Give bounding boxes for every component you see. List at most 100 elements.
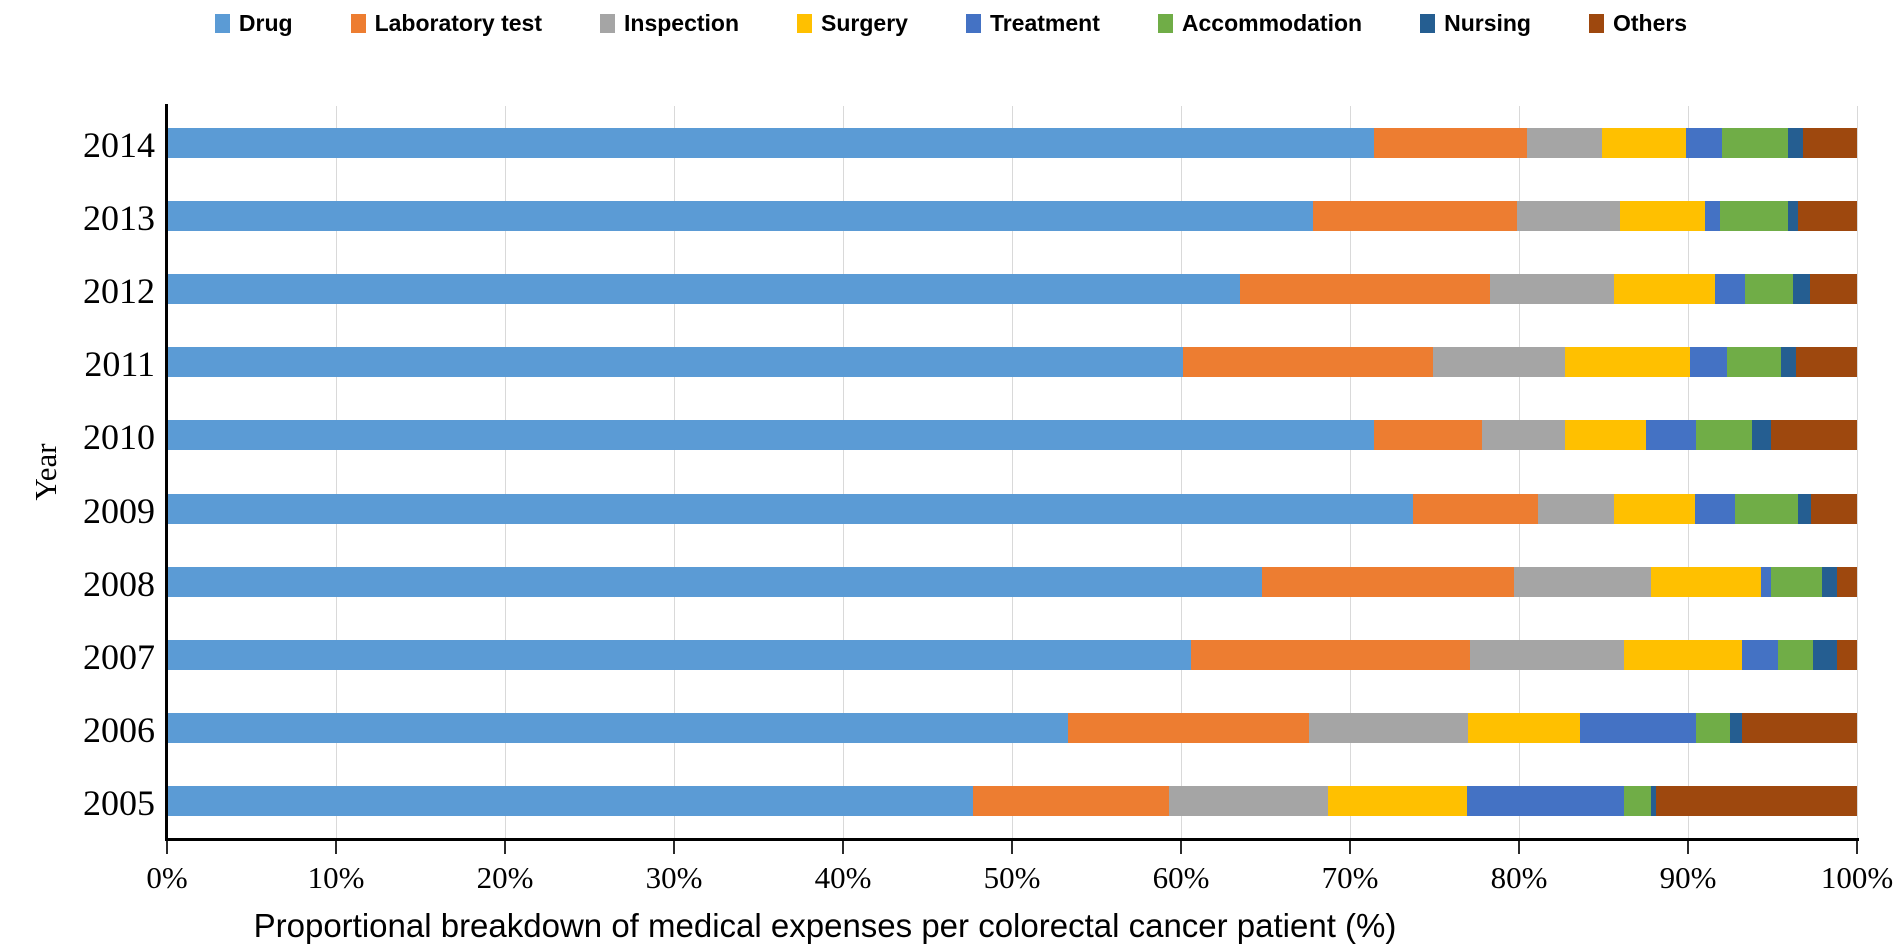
x-tick-mark [1856,841,1858,854]
bar-segment-inspection [1169,786,1328,816]
x-tick-mark [504,841,506,854]
bar-segment-laboratory-test [1191,640,1470,670]
legend-item-laboratory-test: Laboratory test [350,9,542,36]
bar-segment-laboratory-test [1240,274,1490,304]
bar-segment-drug [167,274,1240,304]
bar-row-2011 [167,347,1857,377]
legend-item-nursing: Nursing [1420,11,1531,35]
legend-swatch-icon [1157,13,1173,33]
legend-swatch-icon [965,13,981,33]
bar-segment-nursing [1788,201,1798,231]
bar-segment-nursing [1793,274,1810,304]
bar-segment-drug [167,640,1191,670]
x-tick-label: 90% [1659,860,1717,895]
bar-segment-laboratory-test [1068,713,1309,743]
legend-item-others: Others [1588,11,1687,35]
y-tick-label: 2012 [83,271,155,311]
bar-segment-others [1837,567,1857,597]
bar-row-2012 [167,274,1857,304]
x-tick-label: 100% [1820,860,1894,895]
bar-segment-treatment [1715,274,1745,304]
y-tick-label: 2009 [83,491,155,531]
x-tick-mark [673,841,675,854]
bar-segment-nursing [1788,128,1803,158]
bar-segment-inspection [1433,347,1565,377]
bar-segment-treatment [1705,201,1720,231]
bar-segment-others [1811,494,1857,524]
bar-segment-drug [167,420,1374,450]
x-tick-label: 60% [1152,860,1210,895]
bar-segment-accommodation [1771,567,1822,597]
bar-segment-nursing [1752,420,1771,450]
bar-segment-others [1803,128,1857,158]
x-axis-line [165,838,1859,841]
bar-segment-drug [167,494,1413,524]
legend-item-surgery: Surgery [797,9,908,36]
bar-segment-accommodation [1696,713,1730,743]
bar-row-2007 [167,640,1857,670]
gridline [505,106,506,838]
y-tick-label: 2014 [83,125,155,165]
bar-segment-surgery [1614,494,1695,524]
bar-segment-laboratory-test [1374,128,1527,158]
bar-segment-inspection [1490,274,1614,304]
bar-segment-nursing [1781,347,1796,377]
bar-segment-drug [167,128,1374,158]
bar-segment-nursing [1730,713,1742,743]
x-tick-mark [335,841,337,854]
y-tick-label: 2005 [83,783,155,823]
bar-segment-accommodation [1727,347,1781,377]
legend-label: Laboratory test [374,9,542,36]
legend-label: Treatment [989,9,1100,36]
bar-segment-nursing [1651,786,1656,816]
bar-segment-drug [167,786,973,816]
bar-segment-treatment [1467,786,1624,816]
legend-item-accommodation: Accommodation [1157,9,1363,36]
bar-segment-surgery [1565,420,1646,450]
legend-label: Inspection [624,9,740,36]
bar-segment-laboratory-test [1262,567,1514,597]
legend-item-inspection: Inspection [600,9,740,36]
bar-segment-laboratory-test [1313,201,1517,231]
bar-segment-nursing [1798,494,1811,524]
bar-segment-others [1656,786,1857,816]
legend-item-treatment: Treatment [965,9,1100,36]
bar-segment-treatment [1761,567,1771,597]
x-tick-mark [1180,841,1182,854]
bar-segment-nursing [1822,567,1837,597]
x-tick-label: 10% [307,860,365,895]
plot-area [167,106,1858,838]
bar-segment-treatment [1686,128,1722,158]
bar-segment-treatment [1690,347,1727,377]
legend-swatch-icon [600,13,615,33]
bar-segment-accommodation [1624,786,1651,816]
bar-segment-inspection [1470,640,1624,670]
bar-segment-laboratory-test [973,786,1169,816]
legend-label: Accommodation [1181,9,1363,36]
bar-segment-drug [167,567,1262,597]
x-tick-label: 30% [645,860,703,895]
bar-segment-treatment [1646,420,1696,450]
legend-swatch-icon [1588,13,1604,33]
bar-segment-others [1796,347,1857,377]
legend-label: Surgery [821,9,908,36]
x-tick-label: 20% [476,860,534,895]
bar-segment-surgery [1602,128,1686,158]
bar-row-2014 [167,128,1857,158]
gridline [1012,106,1013,838]
legend-item-drug: Drug [214,11,293,35]
bar-segment-accommodation [1722,128,1788,158]
bar-segment-laboratory-test [1413,494,1538,524]
bar-segment-drug [167,201,1313,231]
bar-row-2010 [167,420,1857,450]
bar-segment-accommodation [1735,494,1798,524]
bar-segment-surgery [1624,640,1742,670]
bar-segment-treatment [1695,494,1735,524]
bar-segment-accommodation [1778,640,1813,670]
x-tick-mark [1011,841,1013,854]
bar-segment-accommodation [1696,420,1752,450]
gridline [674,106,675,838]
y-tick-label: 2006 [83,710,155,750]
bar-segment-treatment [1742,640,1778,670]
